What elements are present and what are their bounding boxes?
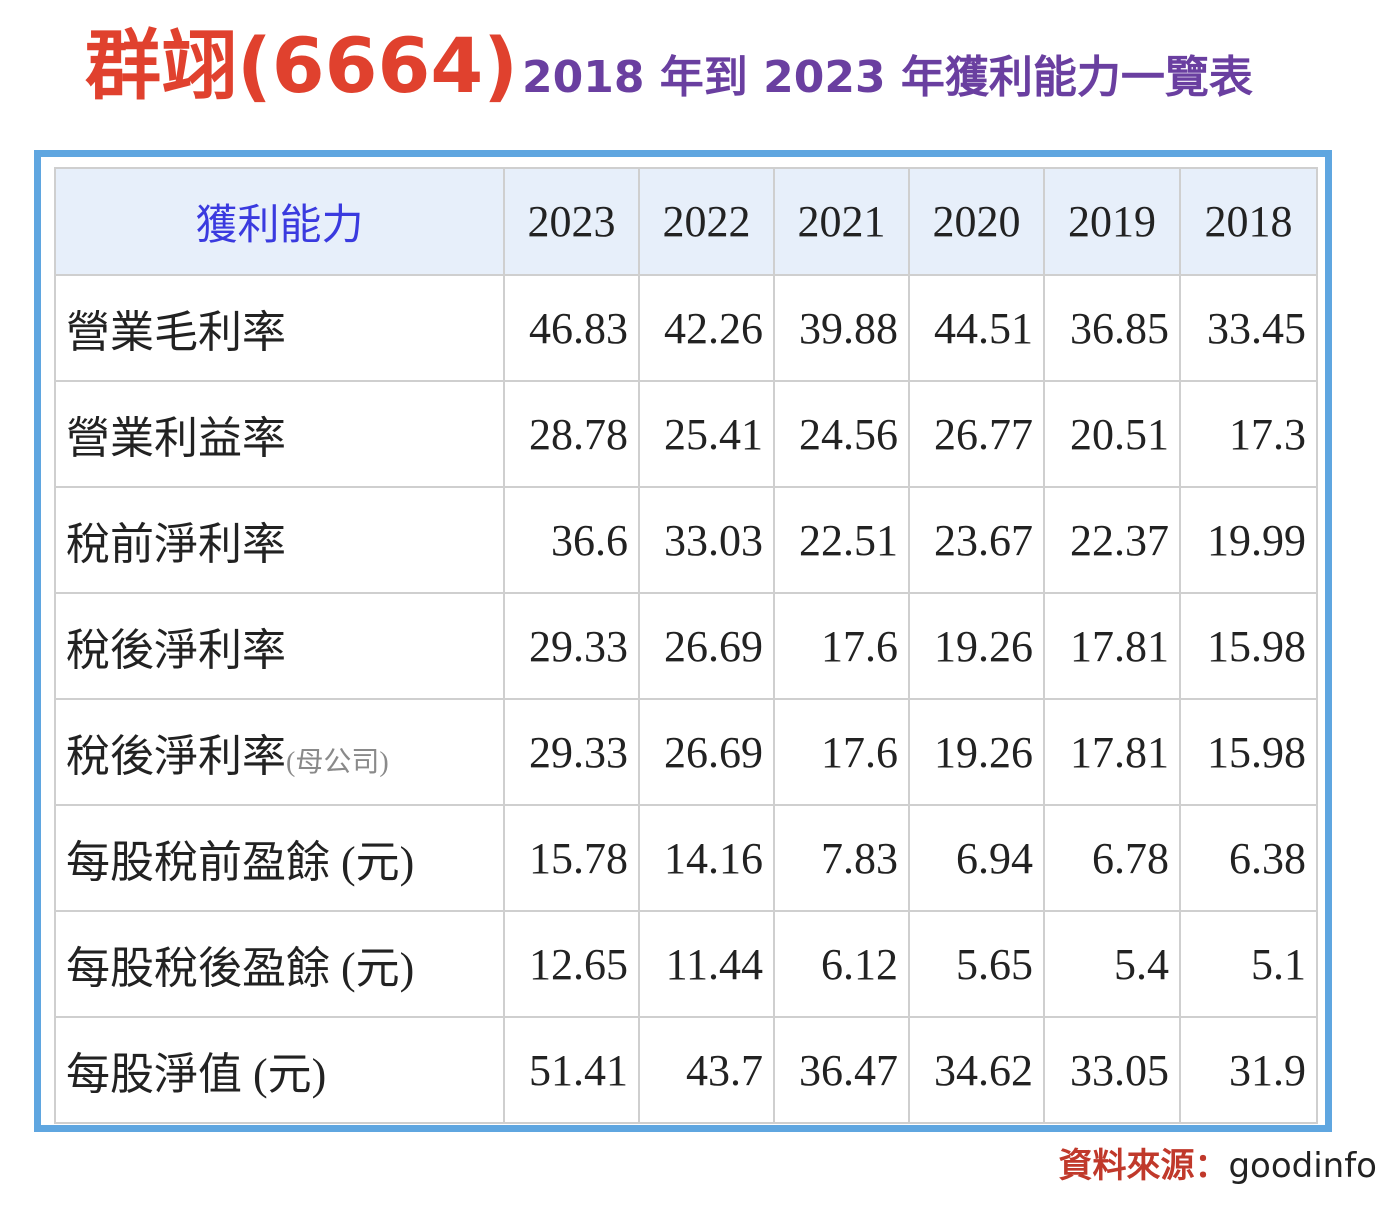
table-row: 每股淨值 (元) 51.41 43.7 36.47 34.62 33.05 31.9 [54, 1016, 1318, 1124]
value-cell: 15.98 [1179, 698, 1318, 806]
value-cell: 36.47 [773, 1016, 910, 1124]
value-cell: 29.33 [503, 592, 640, 700]
value-cell: 31.9 [1179, 1016, 1318, 1124]
value-cell: 42.26 [638, 274, 775, 382]
header-year: 2023 [503, 167, 640, 276]
value-cell: 36.85 [1043, 274, 1181, 382]
value-cell: 22.51 [773, 486, 910, 594]
value-cell: 15.98 [1179, 592, 1318, 700]
value-cell: 29.33 [503, 698, 640, 806]
value-cell: 39.88 [773, 274, 910, 382]
table-body: 營業毛利率 46.83 42.26 39.88 44.51 36.85 33.45 營業利益率… [54, 274, 1318, 1124]
value-cell: 6.94 [908, 804, 1045, 912]
value-cell: 43.7 [638, 1016, 775, 1124]
value-cell: 33.45 [1179, 274, 1318, 382]
value-cell: 17.81 [1043, 698, 1181, 806]
value-cell: 19.99 [1179, 486, 1318, 594]
value-cell: 33.05 [1043, 1016, 1181, 1124]
row-label: 營業毛利率 [66, 308, 286, 357]
row-label-cell: 稅後淨利率(母公司) [54, 698, 505, 806]
row-label: 每股稅前盈餘 (元) [66, 838, 415, 887]
value-cell: 28.78 [503, 380, 640, 488]
value-cell: 46.83 [503, 274, 640, 382]
value-cell: 6.38 [1179, 804, 1318, 912]
row-label-cell: 稅前淨利率 [54, 486, 505, 594]
row-label: 營業利益率 [66, 414, 286, 463]
row-label: 稅前淨利率 [66, 520, 286, 569]
value-cell: 26.77 [908, 380, 1045, 488]
table-row: 營業毛利率 46.83 42.26 39.88 44.51 36.85 33.45 [54, 274, 1318, 382]
value-cell: 17.6 [773, 592, 910, 700]
table-frame-inner: 獲利能力 2023 2022 2021 2020 2019 2018 營業毛利率… [41, 157, 1325, 1125]
title-subtitle: 2018 年到 2023 年獲利能力一覽表 [522, 52, 1253, 103]
source-name: goodinfo [1228, 1146, 1377, 1186]
value-cell: 23.67 [908, 486, 1045, 594]
table-row: 每股稅後盈餘 (元) 12.65 11.44 6.12 5.65 5.4 5.1 [54, 910, 1318, 1018]
value-cell: 25.41 [638, 380, 775, 488]
value-cell: 34.62 [908, 1016, 1045, 1124]
page-title: 群翊(6664)2018 年到 2023 年獲利能力一覽表 [85, 28, 1375, 138]
header-year: 2018 [1179, 167, 1318, 276]
value-cell: 26.69 [638, 592, 775, 700]
value-cell: 33.03 [638, 486, 775, 594]
value-cell: 17.6 [773, 698, 910, 806]
source-credit: 資料來源：goodinfo [1058, 1146, 1377, 1186]
row-label-cell: 每股淨值 (元) [54, 1016, 505, 1124]
value-cell: 5.65 [908, 910, 1045, 1018]
value-cell: 22.37 [1043, 486, 1181, 594]
table-header-row: 獲利能力 2023 2022 2021 2020 2019 2018 [54, 167, 1318, 276]
table-row: 稅前淨利率 36.6 33.03 22.51 23.67 22.37 19.99 [54, 486, 1318, 594]
table-row: 每股稅前盈餘 (元) 15.78 14.16 7.83 6.94 6.78 6.38 [54, 804, 1318, 912]
header-year: 2021 [773, 167, 910, 276]
header-year: 2020 [908, 167, 1045, 276]
row-label: 每股稅後盈餘 (元) [66, 944, 415, 993]
row-label-cell: 每股稅前盈餘 (元) [54, 804, 505, 912]
row-label-cell: 每股稅後盈餘 (元) [54, 910, 505, 1018]
table-row: 稅後淨利率(母公司) 29.33 26.69 17.6 19.26 17.81 15.98 [54, 698, 1318, 806]
row-label: 每股淨值 (元) [66, 1050, 327, 1099]
row-label-cell: 稅後淨利率 [54, 592, 505, 700]
table-frame: 獲利能力 2023 2022 2021 2020 2019 2018 營業毛利率… [34, 150, 1332, 1132]
value-cell: 6.12 [773, 910, 910, 1018]
value-cell: 7.83 [773, 804, 910, 912]
row-label: 稅後淨利率 [66, 732, 286, 781]
value-cell: 17.81 [1043, 592, 1181, 700]
row-label-cell: 營業毛利率 [54, 274, 505, 382]
value-cell: 12.65 [503, 910, 640, 1018]
value-cell: 44.51 [908, 274, 1045, 382]
source-label: 資料來源： [1058, 1146, 1229, 1186]
value-cell: 24.56 [773, 380, 910, 488]
row-label-note: (母公司) [286, 747, 389, 778]
value-cell: 5.4 [1043, 910, 1181, 1018]
header-label: 獲利能力 [54, 167, 505, 276]
value-cell: 17.3 [1179, 380, 1318, 488]
header-year: 2022 [638, 167, 775, 276]
profitability-table: 獲利能力 2023 2022 2021 2020 2019 2018 營業毛利率… [54, 167, 1318, 1124]
value-cell: 19.26 [908, 592, 1045, 700]
value-cell: 19.26 [908, 698, 1045, 806]
header-year: 2019 [1043, 167, 1181, 276]
value-cell: 6.78 [1043, 804, 1181, 912]
value-cell: 15.78 [503, 804, 640, 912]
row-label-cell: 營業利益率 [54, 380, 505, 488]
value-cell: 20.51 [1043, 380, 1181, 488]
value-cell: 5.1 [1179, 910, 1318, 1018]
value-cell: 51.41 [503, 1016, 640, 1124]
value-cell: 14.16 [638, 804, 775, 912]
title-company: 群翊(6664) [85, 21, 518, 110]
table-row: 營業利益率 28.78 25.41 24.56 26.77 20.51 17.3 [54, 380, 1318, 488]
value-cell: 11.44 [638, 910, 775, 1018]
table-row: 稅後淨利率 29.33 26.69 17.6 19.26 17.81 15.98 [54, 592, 1318, 700]
row-label: 稅後淨利率 [66, 626, 286, 675]
value-cell: 26.69 [638, 698, 775, 806]
value-cell: 36.6 [503, 486, 640, 594]
